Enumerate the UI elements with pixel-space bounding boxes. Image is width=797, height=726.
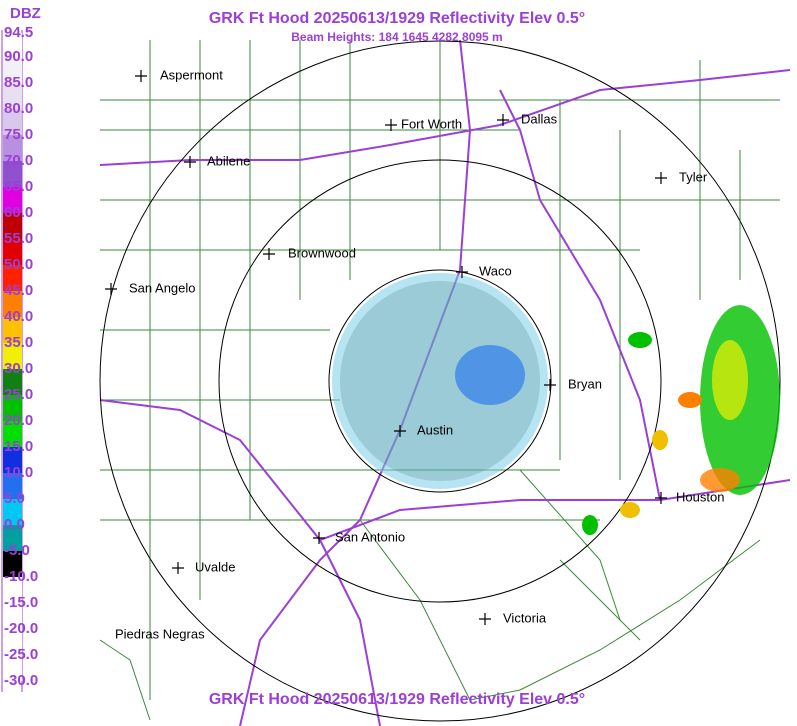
- scale-label: 10.0: [4, 464, 33, 481]
- city-label: Houston: [676, 489, 724, 504]
- scale-unit: DBZ: [10, 5, 41, 22]
- city-marker: [394, 425, 406, 437]
- scale-label: 94.5: [4, 24, 33, 41]
- scale-label: 70.0: [4, 152, 33, 169]
- city-label: Tyler: [679, 169, 708, 184]
- city-marker: [456, 266, 468, 278]
- scale-label: 25.0: [4, 386, 33, 403]
- city-label: Bryan: [568, 376, 602, 391]
- city-marker: [184, 156, 196, 168]
- scale-label: -30.0: [4, 672, 38, 689]
- county-lines: [99, 40, 780, 721]
- scale-band: [3, 187, 22, 213]
- highways: [99, 39, 791, 726]
- city-marker: [497, 114, 509, 126]
- scale-band: [3, 551, 22, 577]
- city-label: Victoria: [503, 610, 547, 625]
- city-label: Abilene: [207, 153, 250, 168]
- city-label: Brownwood: [288, 245, 356, 260]
- city-marker: [105, 283, 117, 295]
- scale-label: 40.0: [4, 308, 33, 325]
- scale-band: [3, 655, 22, 681]
- scale-band: [3, 447, 22, 473]
- city-label: San Angelo: [129, 280, 196, 295]
- scale-band: [3, 213, 22, 239]
- scale-band: [3, 395, 22, 421]
- scale-band: [3, 239, 22, 265]
- city-label: Piedras Negras: [115, 626, 205, 641]
- scale-label: -5.0: [4, 542, 30, 559]
- city-marker: [263, 248, 275, 260]
- scale-band: [3, 603, 22, 629]
- scale-label: 15.0: [4, 438, 33, 455]
- city-marker: [655, 172, 667, 184]
- scale-band: [3, 629, 22, 655]
- city-marker: [655, 492, 667, 504]
- city-marker: [479, 613, 491, 625]
- city-marker: [172, 562, 184, 574]
- scale-label: 50.0: [4, 256, 33, 273]
- scale-band: [3, 421, 22, 447]
- scale-band: [3, 499, 22, 525]
- scale-label: -15.0: [4, 594, 38, 611]
- scale-label: 80.0: [4, 100, 33, 117]
- title: GRK Ft Hood 20250613/1929 Reflectivity E…: [209, 10, 585, 27]
- scale-band: [3, 291, 22, 317]
- scale-band: [3, 525, 22, 551]
- scale-label: -20.0: [4, 620, 38, 637]
- scale-label: 90.0: [4, 48, 33, 65]
- footer-title: GRK Ft Hood 20250613/1929 Reflectivity E…: [209, 691, 585, 708]
- city-label: Austin: [417, 422, 453, 437]
- scale-band: [3, 577, 22, 603]
- city-marker: [313, 532, 325, 544]
- scale-band: [3, 369, 22, 395]
- subtitle: Beam Heights: 184 1645 4282 8095 m: [291, 30, 502, 44]
- city-label: Aspermont: [160, 67, 223, 82]
- scale-label: 85.0: [4, 74, 33, 91]
- scale-label: 60.0: [4, 204, 33, 221]
- scale-band: [3, 33, 22, 57]
- city-marker: [544, 379, 556, 391]
- scale-label: 45.0: [4, 282, 33, 299]
- scale-band: [3, 109, 22, 135]
- scale-label: 5.0: [4, 490, 25, 507]
- scale-band: [3, 265, 22, 291]
- scale-label: 0.0: [4, 516, 25, 533]
- scale-label: 65.0: [4, 178, 33, 195]
- scale-band: [3, 135, 22, 161]
- scale-band: [3, 317, 22, 343]
- city-marker: [385, 119, 397, 131]
- city-label: Waco: [479, 263, 512, 278]
- scale-label: -25.0: [4, 646, 38, 663]
- city-label: Uvalde: [195, 559, 235, 574]
- scale-label: 20.0: [4, 412, 33, 429]
- city-label: San Antonio: [335, 529, 405, 544]
- scale-band: [3, 83, 22, 109]
- city-label: Dallas: [521, 111, 558, 126]
- scale-label: 30.0: [4, 360, 33, 377]
- city-marker: [135, 70, 147, 82]
- scale-band: [3, 161, 22, 187]
- radar-echoes: [332, 273, 780, 535]
- city-label: Fort Worth: [401, 116, 462, 131]
- scale-band: [3, 57, 22, 83]
- scale-label: 75.0: [4, 126, 33, 143]
- scale-label: 35.0: [4, 334, 33, 351]
- scale-band: [3, 343, 22, 369]
- range-rings: [99, 40, 781, 722]
- scale-label: 55.0: [4, 230, 33, 247]
- scale-label: -10.0: [4, 568, 38, 585]
- scale-band: [3, 473, 22, 499]
